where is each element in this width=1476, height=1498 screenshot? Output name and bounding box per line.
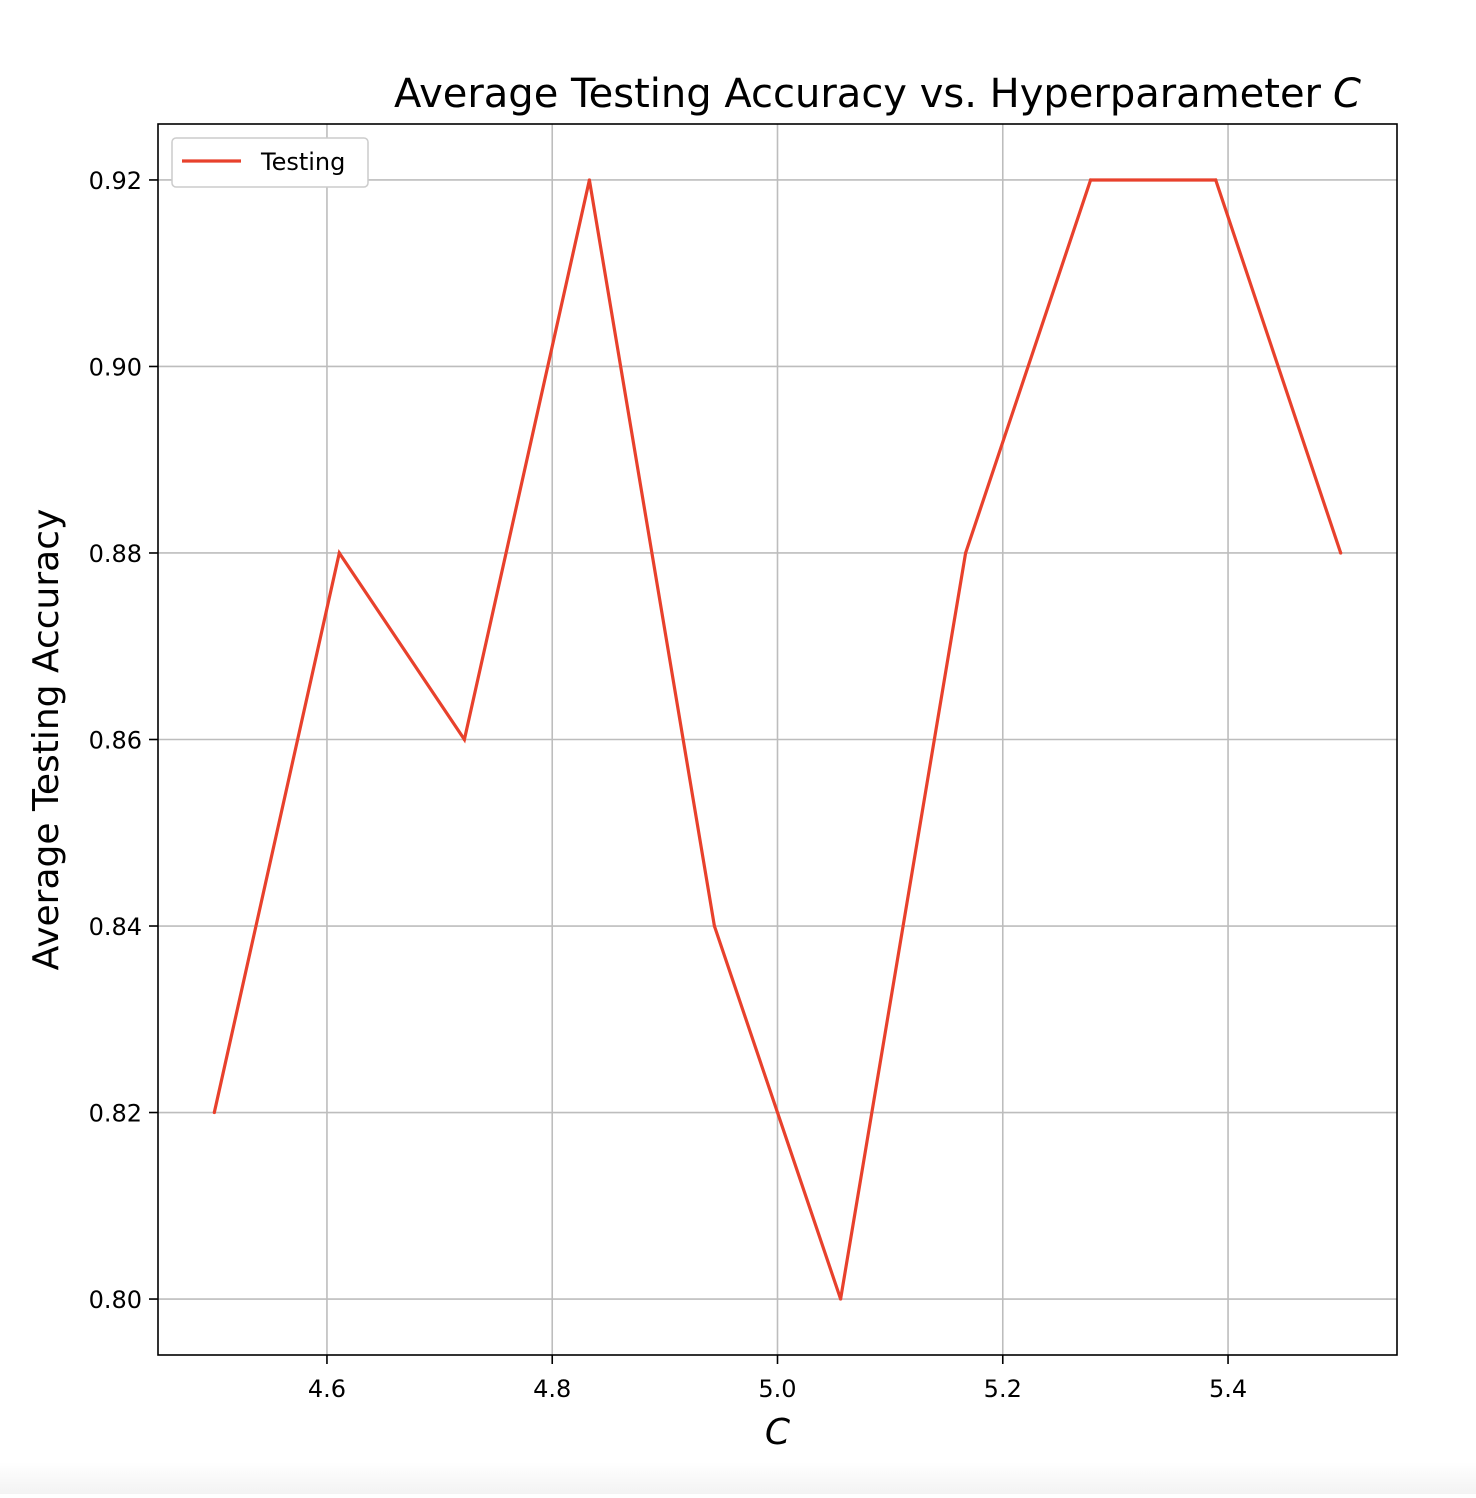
data-point — [712, 924, 717, 928]
y-tick-label: 0.84 — [89, 913, 142, 941]
x-axis-label: C — [765, 1412, 791, 1453]
data-point — [462, 737, 466, 742]
x-tick-label: 5.2 — [984, 1375, 1022, 1403]
legend-box — [171, 137, 369, 188]
data-point — [1089, 178, 1093, 182]
chart-title: Average Testing Accuracy vs. Hyperparame… — [394, 71, 1361, 117]
legend-label-testing: Testing — [260, 148, 345, 176]
data-point — [212, 1110, 216, 1115]
data-point — [964, 551, 968, 555]
y-tick-label: 0.82 — [89, 1100, 142, 1128]
x-tick-label: 5.0 — [758, 1375, 796, 1403]
y-tick-label: 0.90 — [89, 353, 142, 381]
y-axis-label: Average Testing Accuracy — [26, 509, 67, 971]
x-tick-label: 4.6 — [308, 1375, 346, 1403]
x-tick-label: 4.8 — [533, 1375, 571, 1403]
bottom-fade — [0, 1462, 1476, 1494]
data-point — [337, 551, 341, 555]
series-lines — [212, 178, 1343, 1301]
y-tick-label: 0.88 — [89, 540, 142, 568]
data-point — [587, 178, 591, 182]
data-point — [838, 1297, 843, 1301]
chart-title-symbol: C — [1333, 71, 1361, 117]
y-tick-label: 0.80 — [89, 1286, 142, 1314]
series-line-testing — [212, 178, 1343, 1300]
y-tick-label: 0.92 — [89, 167, 142, 195]
y-tick-label: 0.86 — [89, 727, 142, 755]
grid-lines — [158, 124, 1397, 1355]
data-point — [1214, 178, 1218, 182]
data-point — [1339, 551, 1343, 555]
x-tick-label: 5.4 — [1209, 1375, 1247, 1403]
chart-title-text: Average Testing Accuracy vs. Hyperparame… — [394, 71, 1322, 117]
y-axis-ticks: 0.80 0.82 0.84 0.86 0.88 0.90 0.92 — [89, 167, 158, 1314]
legend: Testing — [171, 137, 369, 188]
x-axis-ticks: 4.6 4.8 5.0 5.2 5.4 — [308, 1355, 1247, 1403]
